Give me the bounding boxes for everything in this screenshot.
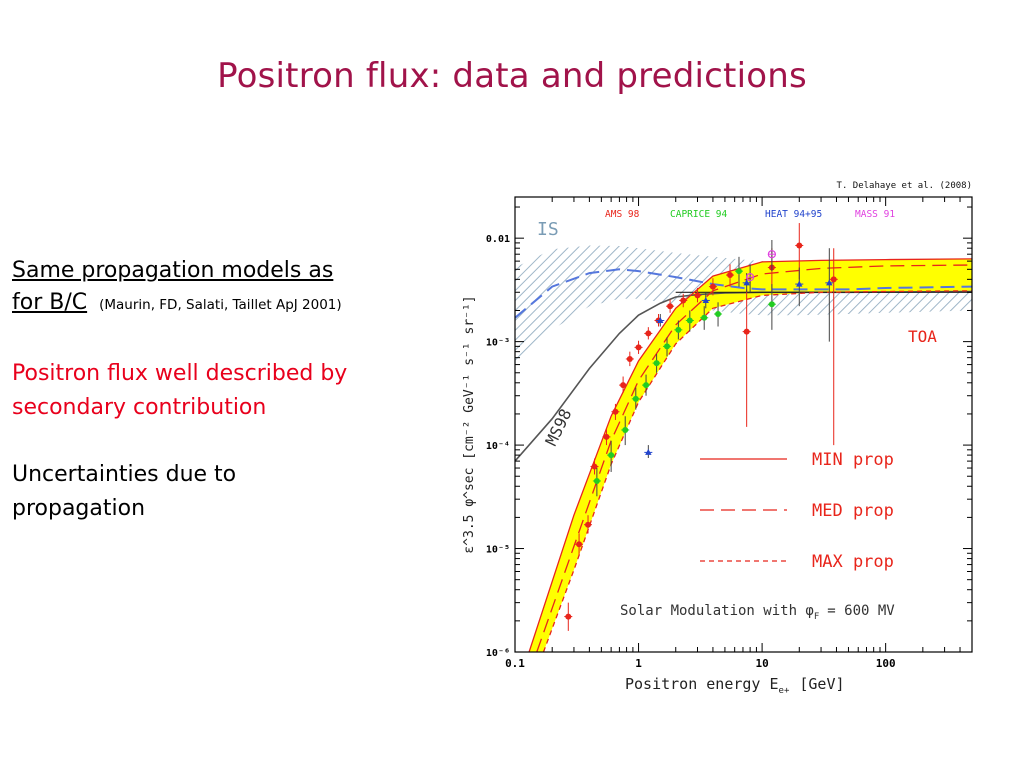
data-point-ams-98 (612, 408, 619, 415)
data-point-caprice-94 (622, 426, 629, 433)
data-point-ams-98 (626, 355, 633, 362)
data-point-ams-98 (576, 541, 583, 548)
legend-caprice-94: CAPRICE 94 (670, 209, 727, 220)
point-uncertainties: Uncertainties due to propagation (12, 462, 237, 521)
y-tick-label: 0.01 (486, 234, 510, 245)
data-point-ams-98 (635, 344, 642, 351)
y-tick-label: 10⁻⁶ (486, 648, 510, 659)
legend-ams-98: AMS 98 (605, 209, 640, 220)
data-point-heat-94-95 (645, 448, 652, 455)
data-point-ams-98 (694, 292, 701, 299)
data-point-heat-94-95 (796, 280, 803, 287)
x-axis-label: Positron energy Ee+ [GeV] (625, 675, 845, 696)
y-tick-label: 10⁻³ (486, 338, 510, 349)
data-point-heat-94-95 (743, 279, 750, 286)
data-point-caprice-94 (664, 343, 671, 350)
x-tick-label: 0.1 (505, 657, 525, 670)
legend-mass-91: MASS 91 (855, 209, 895, 220)
is-label: IS (537, 219, 559, 240)
y-axis-label: ε^3.5 φ^sec [cm⁻² GeV⁻¹ s⁻¹ sr⁻¹] (462, 295, 477, 553)
data-point-heat-94-95 (826, 279, 833, 286)
legend-label-max-prop: MAX prop (812, 552, 894, 572)
min-prop-line (528, 258, 972, 652)
data-point-ams-98 (830, 276, 837, 283)
data-point-ams-98 (727, 272, 734, 279)
legend-heat-94-95: HEAT 94+95 (765, 209, 822, 220)
data-point-ams-98 (796, 242, 803, 249)
slide-title: Positron flux: data and predictions (217, 56, 807, 96)
heading-line-1: Same propagation models as (12, 258, 334, 283)
med-prop-line (536, 264, 972, 652)
data-point-caprice-94 (632, 395, 639, 402)
plot-frame (514, 196, 973, 653)
data-point-caprice-94 (686, 317, 693, 324)
data-point-caprice-94 (608, 452, 615, 459)
data-point-heat-94-95 (657, 317, 664, 324)
positron-flux-chart: 0.1 1 10 100 10⁻⁶ 10⁻⁵ 10⁻⁴ 10⁻³ 0.01 Positron en… (462, 181, 973, 696)
toa-uncertainty-band (529, 258, 972, 652)
data-point-caprice-94 (768, 301, 775, 308)
data-point-ams-98 (591, 463, 598, 470)
data-point-caprice-94 (653, 360, 660, 367)
y-tick-label: 10⁻⁵ (486, 545, 510, 556)
legend-label-med-prop: MED prop (812, 501, 894, 521)
data-point-ams-98 (743, 328, 750, 335)
y-tick-label: 10⁻⁴ (486, 441, 510, 452)
solar-modulation-note: Solar Modulation with φF = 600 MV (620, 603, 895, 622)
data-point-heat-94-95 (702, 296, 709, 303)
data-point-ams-98 (603, 433, 610, 440)
data-point-caprice-94 (735, 268, 742, 275)
max-prop-line (542, 290, 972, 652)
data-point-caprice-94 (675, 326, 682, 333)
citation: (Maurin, FD, Salati, Taillet ApJ 2001) (99, 297, 342, 313)
data-point-caprice-94 (701, 314, 708, 321)
data-point-mass-91 (767, 250, 776, 259)
legend-label-min-prop: MIN prop (812, 450, 894, 470)
data-point-mass-91 (746, 273, 755, 282)
x-tick-label: 100 (876, 657, 896, 670)
data-point-ams-98 (565, 613, 572, 620)
data-point-ams-98 (667, 303, 674, 310)
chart-credit: T. Delahaye et al. (2008) (837, 181, 972, 191)
text-heading: Same propagation models as for B/C (Maur… (12, 255, 442, 321)
x-tick-label: 10 (755, 657, 768, 670)
data-point-caprice-94 (643, 382, 650, 389)
data-point-ams-98 (709, 283, 716, 290)
x-tick-label: 1 (635, 657, 642, 670)
data-point-ams-98 (620, 382, 627, 389)
toa-label: TOA (908, 327, 937, 346)
data-point-ams-98 (585, 521, 592, 528)
ms98-curve (515, 290, 972, 462)
data-point-caprice-94 (593, 477, 600, 484)
point-secondary-contribution: Positron flux well described by secondar… (12, 361, 348, 420)
heading-line-2: for B/C (12, 290, 88, 315)
data-point-ams-98 (645, 330, 652, 337)
heading-row-2: for B/C (Maurin, FD, Salati, Taillet ApJ… (12, 287, 442, 321)
data-point-ams-98 (680, 297, 687, 304)
data-point-caprice-94 (715, 310, 722, 317)
ms98-label: MS98 (542, 406, 576, 449)
